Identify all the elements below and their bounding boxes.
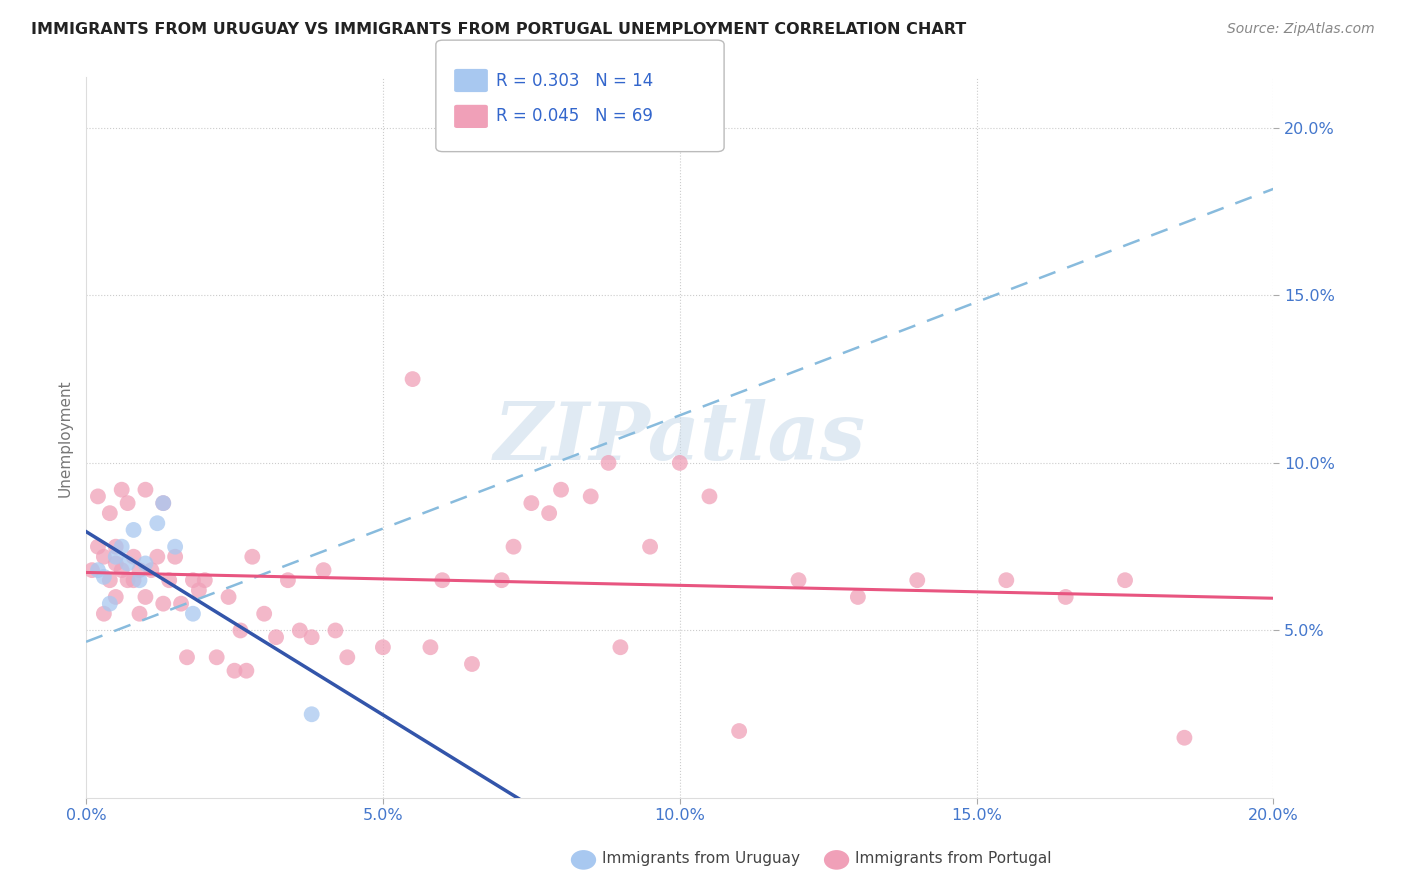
- Point: [104, 549, 127, 564]
- Point: [579, 490, 602, 504]
- Point: [538, 506, 561, 520]
- Point: [1173, 731, 1195, 745]
- Point: [80, 563, 103, 577]
- Point: [229, 624, 252, 638]
- Point: [93, 549, 115, 564]
- Point: [728, 724, 751, 739]
- Point: [181, 607, 204, 621]
- Point: [371, 640, 394, 655]
- Point: [141, 563, 163, 577]
- Point: [1054, 590, 1077, 604]
- Point: [699, 490, 721, 504]
- Point: [461, 657, 484, 671]
- Point: [104, 590, 127, 604]
- Text: Immigrants from Portugal: Immigrants from Portugal: [855, 852, 1052, 866]
- Point: [846, 590, 869, 604]
- Point: [253, 607, 276, 621]
- Point: [235, 664, 257, 678]
- Point: [111, 563, 134, 577]
- Point: [87, 490, 110, 504]
- Point: [128, 607, 150, 621]
- Y-axis label: Unemployment: Unemployment: [58, 379, 72, 497]
- Point: [905, 573, 928, 587]
- Point: [288, 624, 311, 638]
- Point: [638, 540, 661, 554]
- Point: [152, 597, 174, 611]
- Point: [194, 573, 217, 587]
- Text: R = 0.303   N = 14: R = 0.303 N = 14: [496, 71, 654, 89]
- Point: [491, 573, 513, 587]
- Point: [122, 549, 145, 564]
- Point: [117, 557, 139, 571]
- Point: [609, 640, 631, 655]
- Point: [1114, 573, 1136, 587]
- Point: [146, 549, 169, 564]
- Point: [301, 630, 323, 644]
- Point: [181, 573, 204, 587]
- Point: [128, 573, 150, 587]
- Text: R = 0.045   N = 69: R = 0.045 N = 69: [496, 107, 654, 126]
- Point: [176, 650, 198, 665]
- Point: [87, 540, 110, 554]
- Point: [995, 573, 1018, 587]
- Point: [419, 640, 441, 655]
- Point: [122, 573, 145, 587]
- Point: [98, 597, 121, 611]
- Point: [111, 483, 134, 497]
- Point: [312, 563, 335, 577]
- Point: [218, 590, 240, 604]
- Point: [152, 496, 174, 510]
- Point: [277, 573, 299, 587]
- Point: [87, 563, 110, 577]
- Point: [520, 496, 543, 510]
- Point: [117, 496, 139, 510]
- Point: [98, 573, 121, 587]
- Point: [787, 573, 810, 587]
- Point: [122, 523, 145, 537]
- Point: [668, 456, 690, 470]
- Point: [224, 664, 246, 678]
- Point: [111, 540, 134, 554]
- Point: [598, 456, 620, 470]
- Point: [134, 557, 156, 571]
- Point: [134, 590, 156, 604]
- Point: [401, 372, 423, 386]
- Point: [128, 563, 150, 577]
- Point: [134, 483, 156, 497]
- Text: ZIPatlas: ZIPatlas: [494, 399, 866, 476]
- Point: [157, 573, 180, 587]
- Point: [104, 540, 127, 554]
- Point: [432, 573, 454, 587]
- Point: [165, 549, 187, 564]
- Point: [264, 630, 287, 644]
- Point: [93, 570, 115, 584]
- Point: [170, 597, 193, 611]
- Point: [93, 607, 115, 621]
- Text: Source: ZipAtlas.com: Source: ZipAtlas.com: [1227, 22, 1375, 37]
- Point: [205, 650, 228, 665]
- Point: [550, 483, 572, 497]
- Point: [152, 496, 174, 510]
- Point: [187, 583, 209, 598]
- Point: [104, 557, 127, 571]
- Point: [240, 549, 263, 564]
- Point: [165, 540, 187, 554]
- Text: IMMIGRANTS FROM URUGUAY VS IMMIGRANTS FROM PORTUGAL UNEMPLOYMENT CORRELATION CHA: IMMIGRANTS FROM URUGUAY VS IMMIGRANTS FR…: [31, 22, 966, 37]
- Point: [301, 707, 323, 722]
- Point: [336, 650, 359, 665]
- Point: [146, 516, 169, 531]
- Point: [98, 506, 121, 520]
- Text: Immigrants from Uruguay: Immigrants from Uruguay: [602, 852, 800, 866]
- Point: [325, 624, 347, 638]
- Point: [502, 540, 524, 554]
- Point: [117, 573, 139, 587]
